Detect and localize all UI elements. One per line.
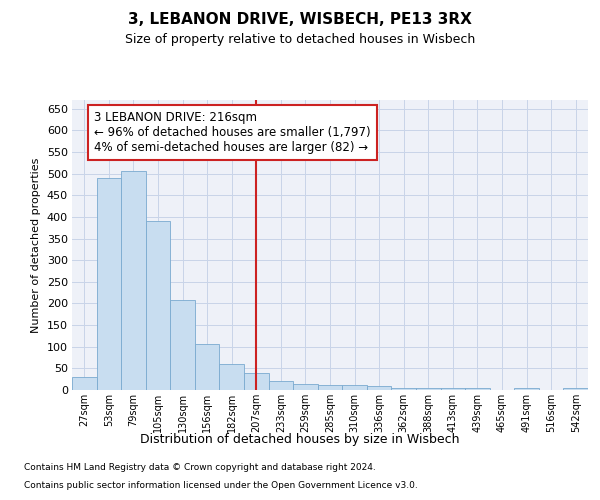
Bar — [146, 221, 170, 390]
Bar — [391, 388, 416, 390]
Bar — [220, 364, 244, 390]
Text: Contains HM Land Registry data © Crown copyright and database right 2024.: Contains HM Land Registry data © Crown c… — [24, 464, 376, 472]
Text: Size of property relative to detached houses in Wisbech: Size of property relative to detached ho… — [125, 32, 475, 46]
Text: 3 LEBANON DRIVE: 216sqm
← 96% of detached houses are smaller (1,797)
4% of semi-: 3 LEBANON DRIVE: 216sqm ← 96% of detache… — [94, 111, 371, 154]
Bar — [514, 388, 539, 390]
Bar — [342, 385, 367, 390]
Bar — [195, 344, 220, 390]
Bar — [97, 178, 121, 390]
Y-axis label: Number of detached properties: Number of detached properties — [31, 158, 41, 332]
Bar — [269, 382, 293, 390]
Bar — [293, 384, 318, 390]
Bar — [244, 372, 269, 390]
Text: 3, LEBANON DRIVE, WISBECH, PE13 3RX: 3, LEBANON DRIVE, WISBECH, PE13 3RX — [128, 12, 472, 28]
Bar — [318, 385, 342, 390]
Bar — [416, 388, 440, 390]
Bar — [367, 386, 391, 390]
Bar — [170, 300, 195, 390]
Bar — [465, 388, 490, 390]
Bar — [72, 377, 97, 390]
Bar — [440, 388, 465, 390]
Text: Distribution of detached houses by size in Wisbech: Distribution of detached houses by size … — [140, 432, 460, 446]
Text: Contains public sector information licensed under the Open Government Licence v3: Contains public sector information licen… — [24, 481, 418, 490]
Bar — [563, 388, 588, 390]
Bar — [121, 172, 146, 390]
